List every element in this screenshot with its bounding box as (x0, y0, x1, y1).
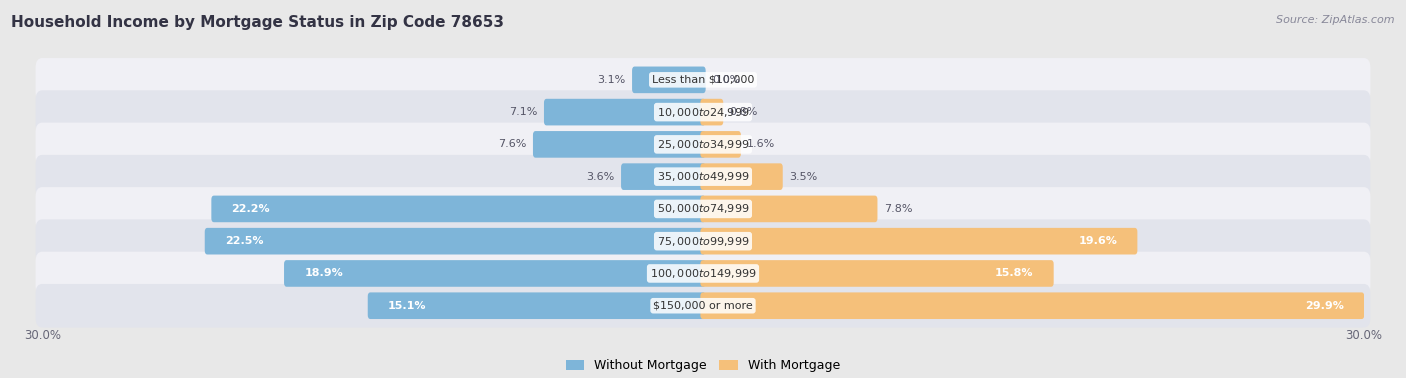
Text: $150,000 or more: $150,000 or more (654, 301, 752, 311)
FancyBboxPatch shape (700, 195, 877, 222)
Text: Source: ZipAtlas.com: Source: ZipAtlas.com (1277, 15, 1395, 25)
FancyBboxPatch shape (368, 293, 706, 319)
FancyBboxPatch shape (284, 260, 706, 287)
Text: 3.5%: 3.5% (789, 172, 817, 182)
Text: $50,000 to $74,999: $50,000 to $74,999 (657, 202, 749, 215)
FancyBboxPatch shape (35, 58, 1371, 102)
Text: 7.6%: 7.6% (498, 139, 527, 149)
FancyBboxPatch shape (544, 99, 706, 125)
Text: 29.9%: 29.9% (1305, 301, 1344, 311)
Text: 1.6%: 1.6% (747, 139, 775, 149)
FancyBboxPatch shape (633, 67, 706, 93)
FancyBboxPatch shape (700, 131, 741, 158)
Text: 0.0%: 0.0% (711, 75, 740, 85)
FancyBboxPatch shape (700, 228, 1137, 254)
FancyBboxPatch shape (35, 252, 1371, 295)
Text: 3.1%: 3.1% (598, 75, 626, 85)
Text: 18.9%: 18.9% (304, 268, 343, 279)
FancyBboxPatch shape (700, 260, 1053, 287)
FancyBboxPatch shape (621, 163, 706, 190)
Text: $25,000 to $34,999: $25,000 to $34,999 (657, 138, 749, 151)
FancyBboxPatch shape (211, 195, 706, 222)
Text: $100,000 to $149,999: $100,000 to $149,999 (650, 267, 756, 280)
Text: 15.1%: 15.1% (388, 301, 426, 311)
Text: Household Income by Mortgage Status in Zip Code 78653: Household Income by Mortgage Status in Z… (11, 15, 505, 30)
Text: $75,000 to $99,999: $75,000 to $99,999 (657, 235, 749, 248)
Legend: Without Mortgage, With Mortgage: Without Mortgage, With Mortgage (561, 354, 845, 377)
FancyBboxPatch shape (35, 219, 1371, 263)
Text: 15.8%: 15.8% (995, 268, 1033, 279)
Text: $35,000 to $49,999: $35,000 to $49,999 (657, 170, 749, 183)
FancyBboxPatch shape (205, 228, 706, 254)
Text: 3.6%: 3.6% (586, 172, 614, 182)
Text: 22.5%: 22.5% (225, 236, 263, 246)
FancyBboxPatch shape (533, 131, 706, 158)
Text: 7.8%: 7.8% (883, 204, 912, 214)
Text: Less than $10,000: Less than $10,000 (652, 75, 754, 85)
FancyBboxPatch shape (700, 163, 783, 190)
Text: 19.6%: 19.6% (1078, 236, 1118, 246)
FancyBboxPatch shape (35, 155, 1371, 198)
FancyBboxPatch shape (35, 284, 1371, 327)
FancyBboxPatch shape (35, 187, 1371, 231)
FancyBboxPatch shape (35, 122, 1371, 166)
Text: 0.8%: 0.8% (730, 107, 758, 117)
Text: $10,000 to $24,999: $10,000 to $24,999 (657, 105, 749, 119)
Text: 22.2%: 22.2% (232, 204, 270, 214)
FancyBboxPatch shape (700, 99, 723, 125)
FancyBboxPatch shape (700, 293, 1364, 319)
FancyBboxPatch shape (35, 90, 1371, 134)
Text: 7.1%: 7.1% (509, 107, 537, 117)
